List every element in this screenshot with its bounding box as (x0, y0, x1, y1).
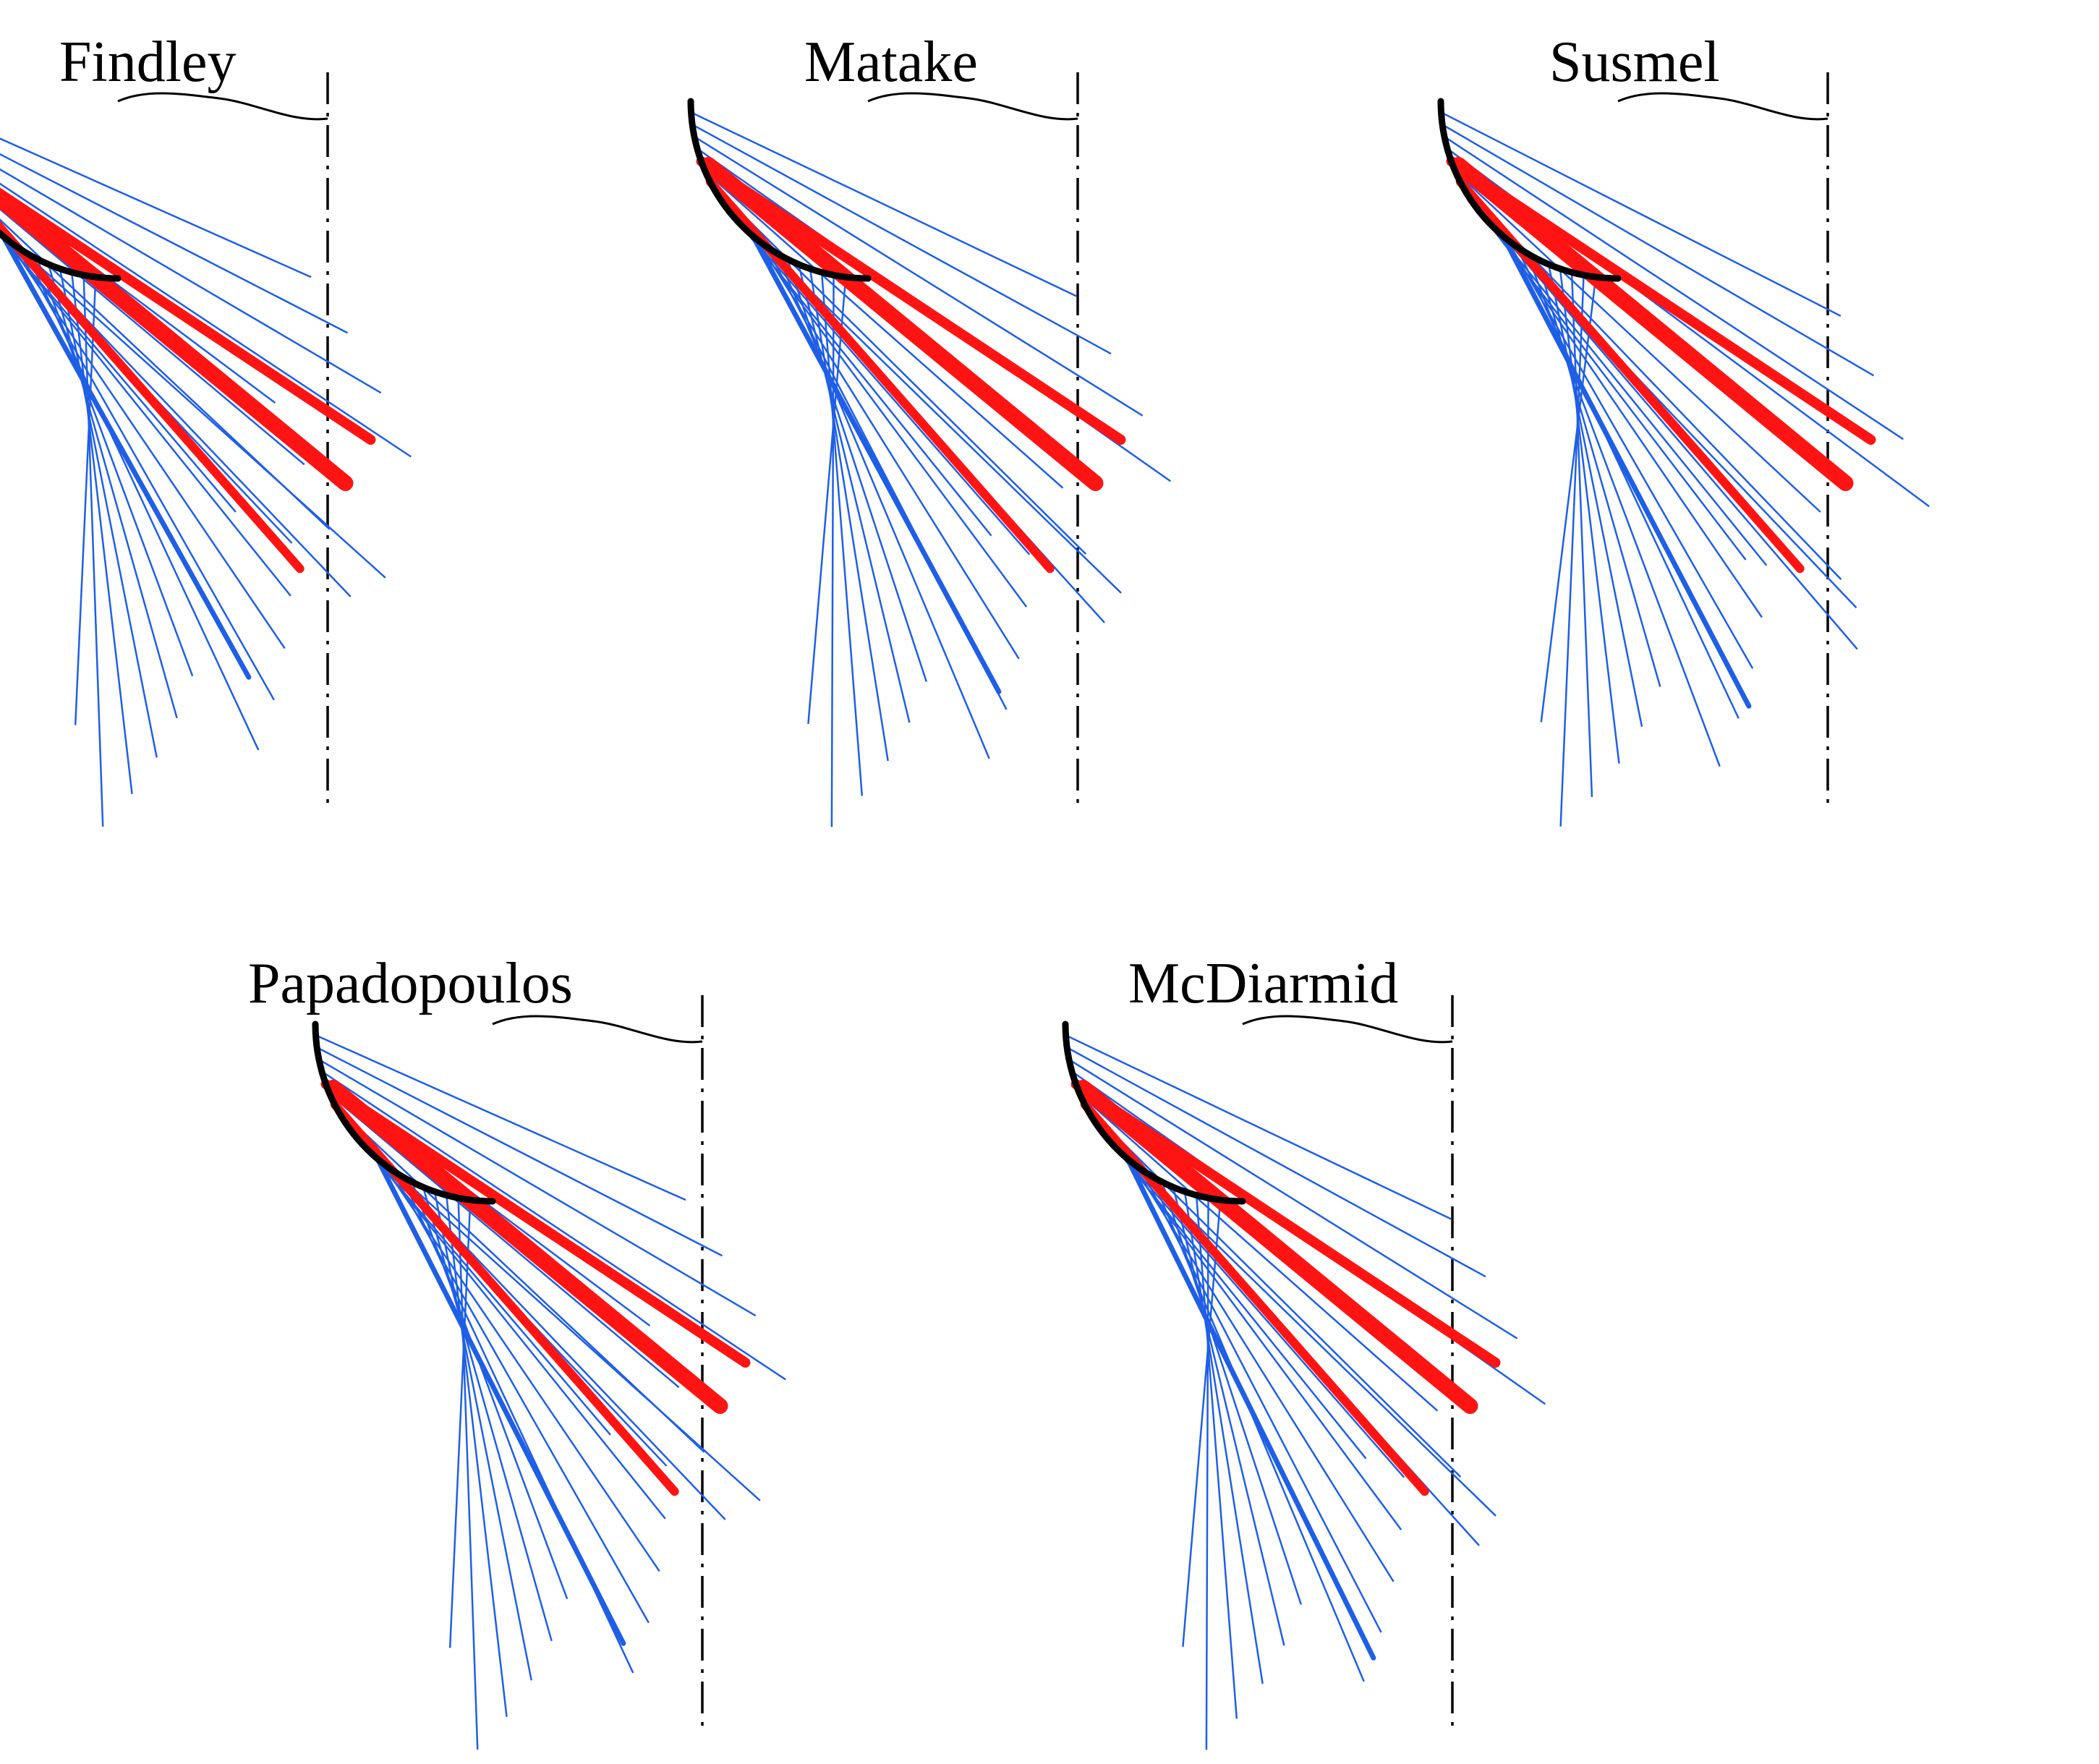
predicted-plane-line (1161, 1181, 1303, 1605)
predicted-plane-line (1066, 1047, 1486, 1278)
predicted-plane-line (1172, 1187, 1285, 1646)
panel-title: Matake (804, 30, 978, 94)
panel-title: McDiarmid (1128, 952, 1398, 1015)
critical-predicted-plane (375, 1156, 626, 1646)
predicted-plane-line (457, 1198, 479, 1750)
predicted-plane-line (318, 1058, 757, 1317)
predicted-plane-line (807, 276, 847, 724)
predicted-plane-line (0, 168, 382, 394)
predicted-plane-line (775, 252, 990, 759)
predicted-plane-line (1540, 276, 1597, 723)
predicted-plane-line (59, 268, 158, 758)
predicted-plane-line (1547, 264, 1643, 727)
predicted-plane-line (411, 1181, 569, 1600)
predicted-plane-line (797, 264, 911, 723)
predicted-plane-line (1440, 111, 1842, 317)
predicted-plane-line (704, 171, 1064, 489)
specimen-edge (1242, 1015, 1453, 1044)
predicted-plane-line (820, 272, 864, 796)
predicted-plane-line (691, 124, 1112, 355)
predicted-plane-line (1444, 135, 1904, 440)
panel-papadopoulos (312, 995, 786, 1750)
panel-susmel (1437, 72, 1930, 827)
experimental-plane-line (1450, 156, 1854, 491)
notch-profile (1062, 1021, 1246, 1205)
predicted-plane-line (809, 268, 889, 762)
predicted-plane-line (1068, 1058, 1518, 1339)
predicted-plane-line (1065, 1034, 1452, 1220)
predicted-plane-line (786, 258, 928, 682)
panel-title: Susmel (1549, 30, 1720, 94)
predicted-plane-line (1442, 124, 1875, 377)
predicted-plane-line (1150, 1175, 1365, 1682)
predicted-plane-line (0, 182, 412, 458)
specimen-edge (492, 1015, 703, 1044)
predicted-plane-line (1570, 272, 1593, 798)
predicted-plane-line (1183, 1191, 1264, 1684)
predicted-plane-line (1496, 230, 1763, 618)
predicted-plane-line (1455, 171, 1821, 513)
experimental-plane-line (700, 156, 1104, 491)
predicted-plane-line (316, 1047, 723, 1257)
predicted-plane-line (70, 272, 133, 794)
critical-predicted-plane (1500, 233, 1752, 709)
predicted-plane-line (36, 258, 194, 677)
predicted-plane-line (371, 1153, 666, 1520)
critical-predicted-plane (1125, 1156, 1376, 1661)
predicted-plane-line (1559, 275, 1585, 827)
predicted-plane-line (830, 275, 835, 827)
predicted-plane-line (321, 1070, 786, 1381)
notch-profile (687, 98, 872, 282)
notch-profile (0, 229, 122, 282)
predicted-plane-line (1488, 221, 1768, 566)
predicted-plane-line (82, 275, 104, 827)
predicted-plane-line (433, 1191, 532, 1681)
predicted-plane-line (1195, 1195, 1238, 1719)
predicted-plane-line (1182, 1199, 1222, 1647)
predicted-plane-line (0, 229, 386, 579)
predicted-plane-line (1205, 1198, 1209, 1750)
predicted-plane-line (6, 239, 286, 649)
experimental-plane-line (1075, 1079, 1478, 1414)
predicted-plane-line (0, 137, 312, 278)
predicted-plane-line (448, 1200, 472, 1648)
critical-predicted-plane (0, 233, 252, 680)
predicted-plane-line (0, 153, 349, 334)
predicted-plane-line (694, 135, 1144, 417)
specimen-edge (867, 92, 1078, 121)
predicted-plane-line (380, 1162, 660, 1572)
predicted-plane-line (1079, 1094, 1439, 1412)
panel-mcdiarmid (1062, 995, 1546, 1750)
experimental-plane-line (325, 1079, 728, 1414)
experimental-plane-line (0, 189, 354, 491)
predicted-plane-line (690, 111, 1077, 297)
predicted-plane-line (1084, 1104, 1462, 1478)
predicted-plane-line (1559, 268, 1620, 764)
predicted-plane-line (74, 277, 97, 725)
predicted-plane-line (354, 1135, 761, 1501)
predicted-plane-line (47, 264, 178, 719)
predicted-plane-line (0, 233, 291, 597)
predicted-plane-line (1536, 258, 1661, 687)
panel-title: Findley (59, 30, 236, 94)
critical-predicted-plane (750, 233, 1002, 694)
predicted-plane-line (445, 1195, 508, 1717)
panel-title: Papadopoulos (248, 952, 573, 1015)
panel-matake (687, 72, 1172, 827)
predicted-plane-line (422, 1187, 553, 1642)
panel-findley (0, 72, 412, 827)
specimen-edge (117, 92, 328, 121)
predicted-plane-line (710, 182, 1087, 555)
notch-profile (1437, 98, 1622, 282)
specimen-edge (1617, 92, 1828, 121)
notch-profile (312, 1021, 496, 1205)
predicted-plane-line (315, 1034, 686, 1201)
